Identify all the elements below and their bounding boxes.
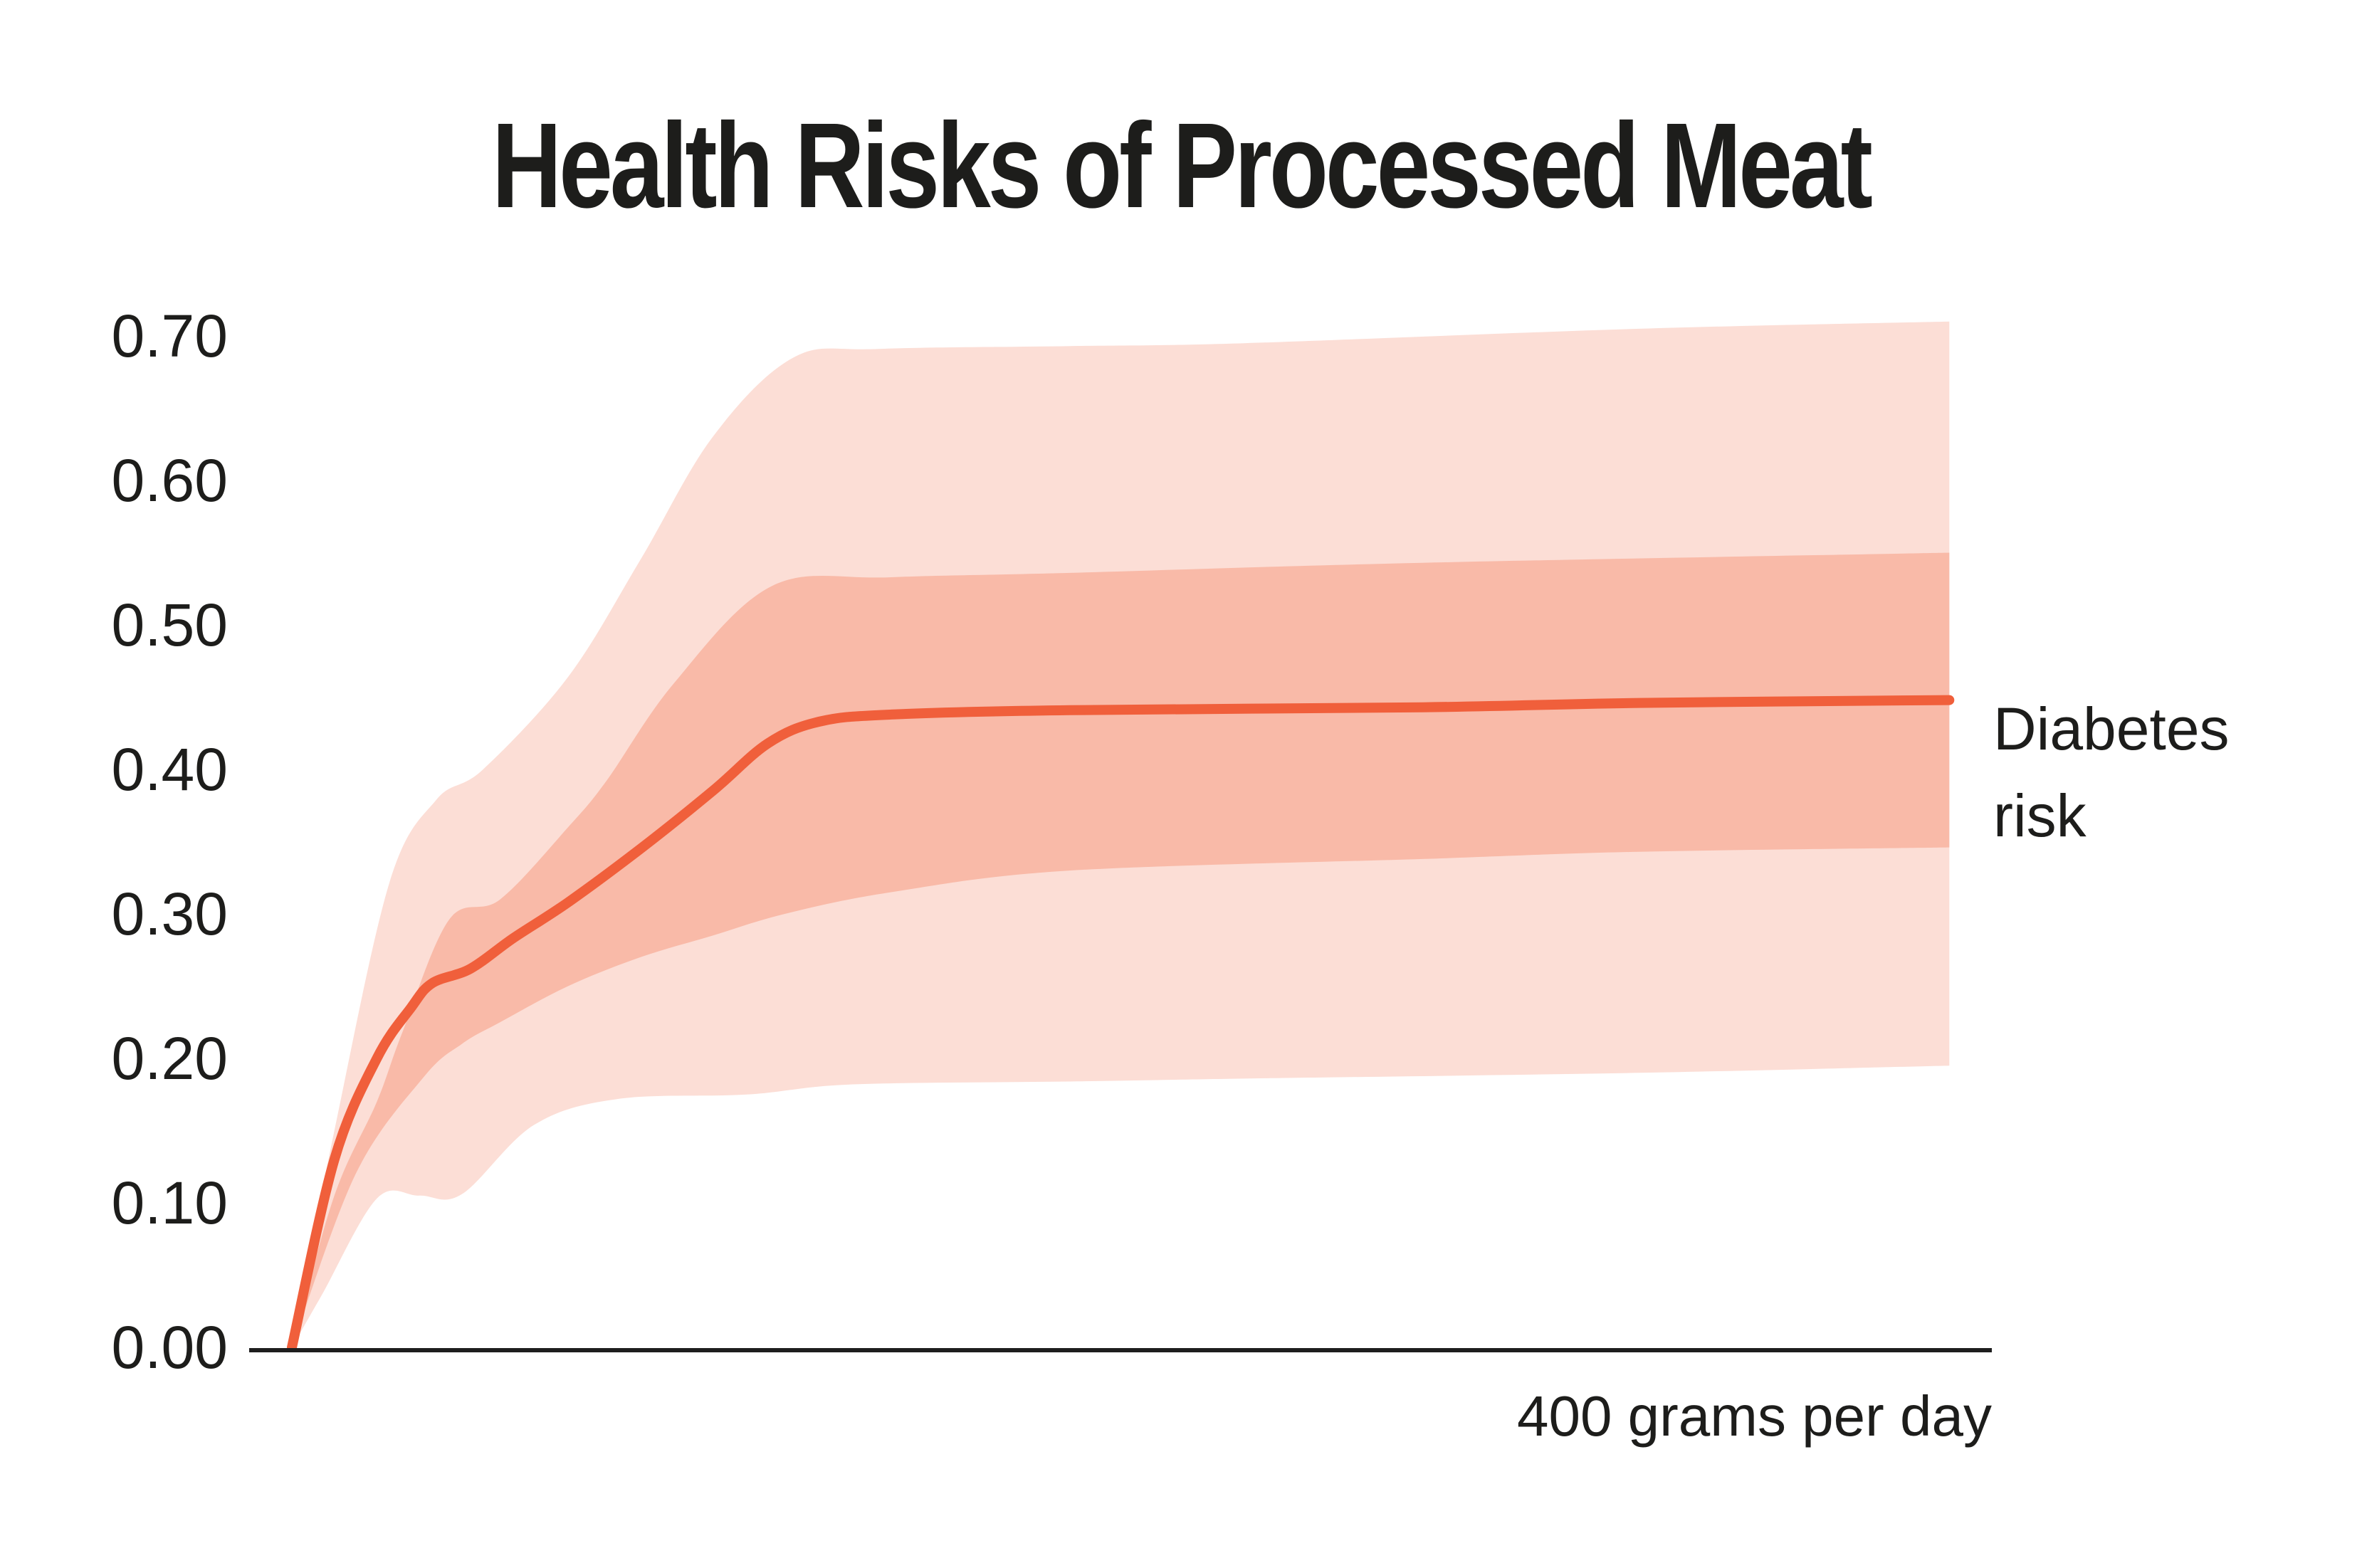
inner-uncertainty-band bbox=[292, 552, 1950, 1347]
title-wrap: Health Risks of Processed Meat bbox=[0, 105, 2362, 226]
series-label-diabetes-risk: Diabetes risk bbox=[1993, 695, 2230, 849]
x-axis-label: 400 grams per day bbox=[1516, 1384, 1992, 1448]
y-tick-label-0.60: 0.60 bbox=[111, 447, 229, 514]
y-tick-label-0.30: 0.30 bbox=[111, 880, 229, 947]
y-tick-label-0.40: 0.40 bbox=[111, 736, 229, 803]
y-tick-label-0.70: 0.70 bbox=[111, 302, 229, 369]
y-tick-label-0.20: 0.20 bbox=[111, 1025, 229, 1092]
y-tick-label-0.00: 0.00 bbox=[111, 1314, 229, 1381]
y-tick-label-0.10: 0.10 bbox=[111, 1169, 229, 1236]
diabetes-risk-line bbox=[287, 695, 1955, 1352]
y-tick-label-0.50: 0.50 bbox=[111, 591, 229, 658]
chart-title: Health Risks of Processed Meat bbox=[492, 98, 1873, 233]
